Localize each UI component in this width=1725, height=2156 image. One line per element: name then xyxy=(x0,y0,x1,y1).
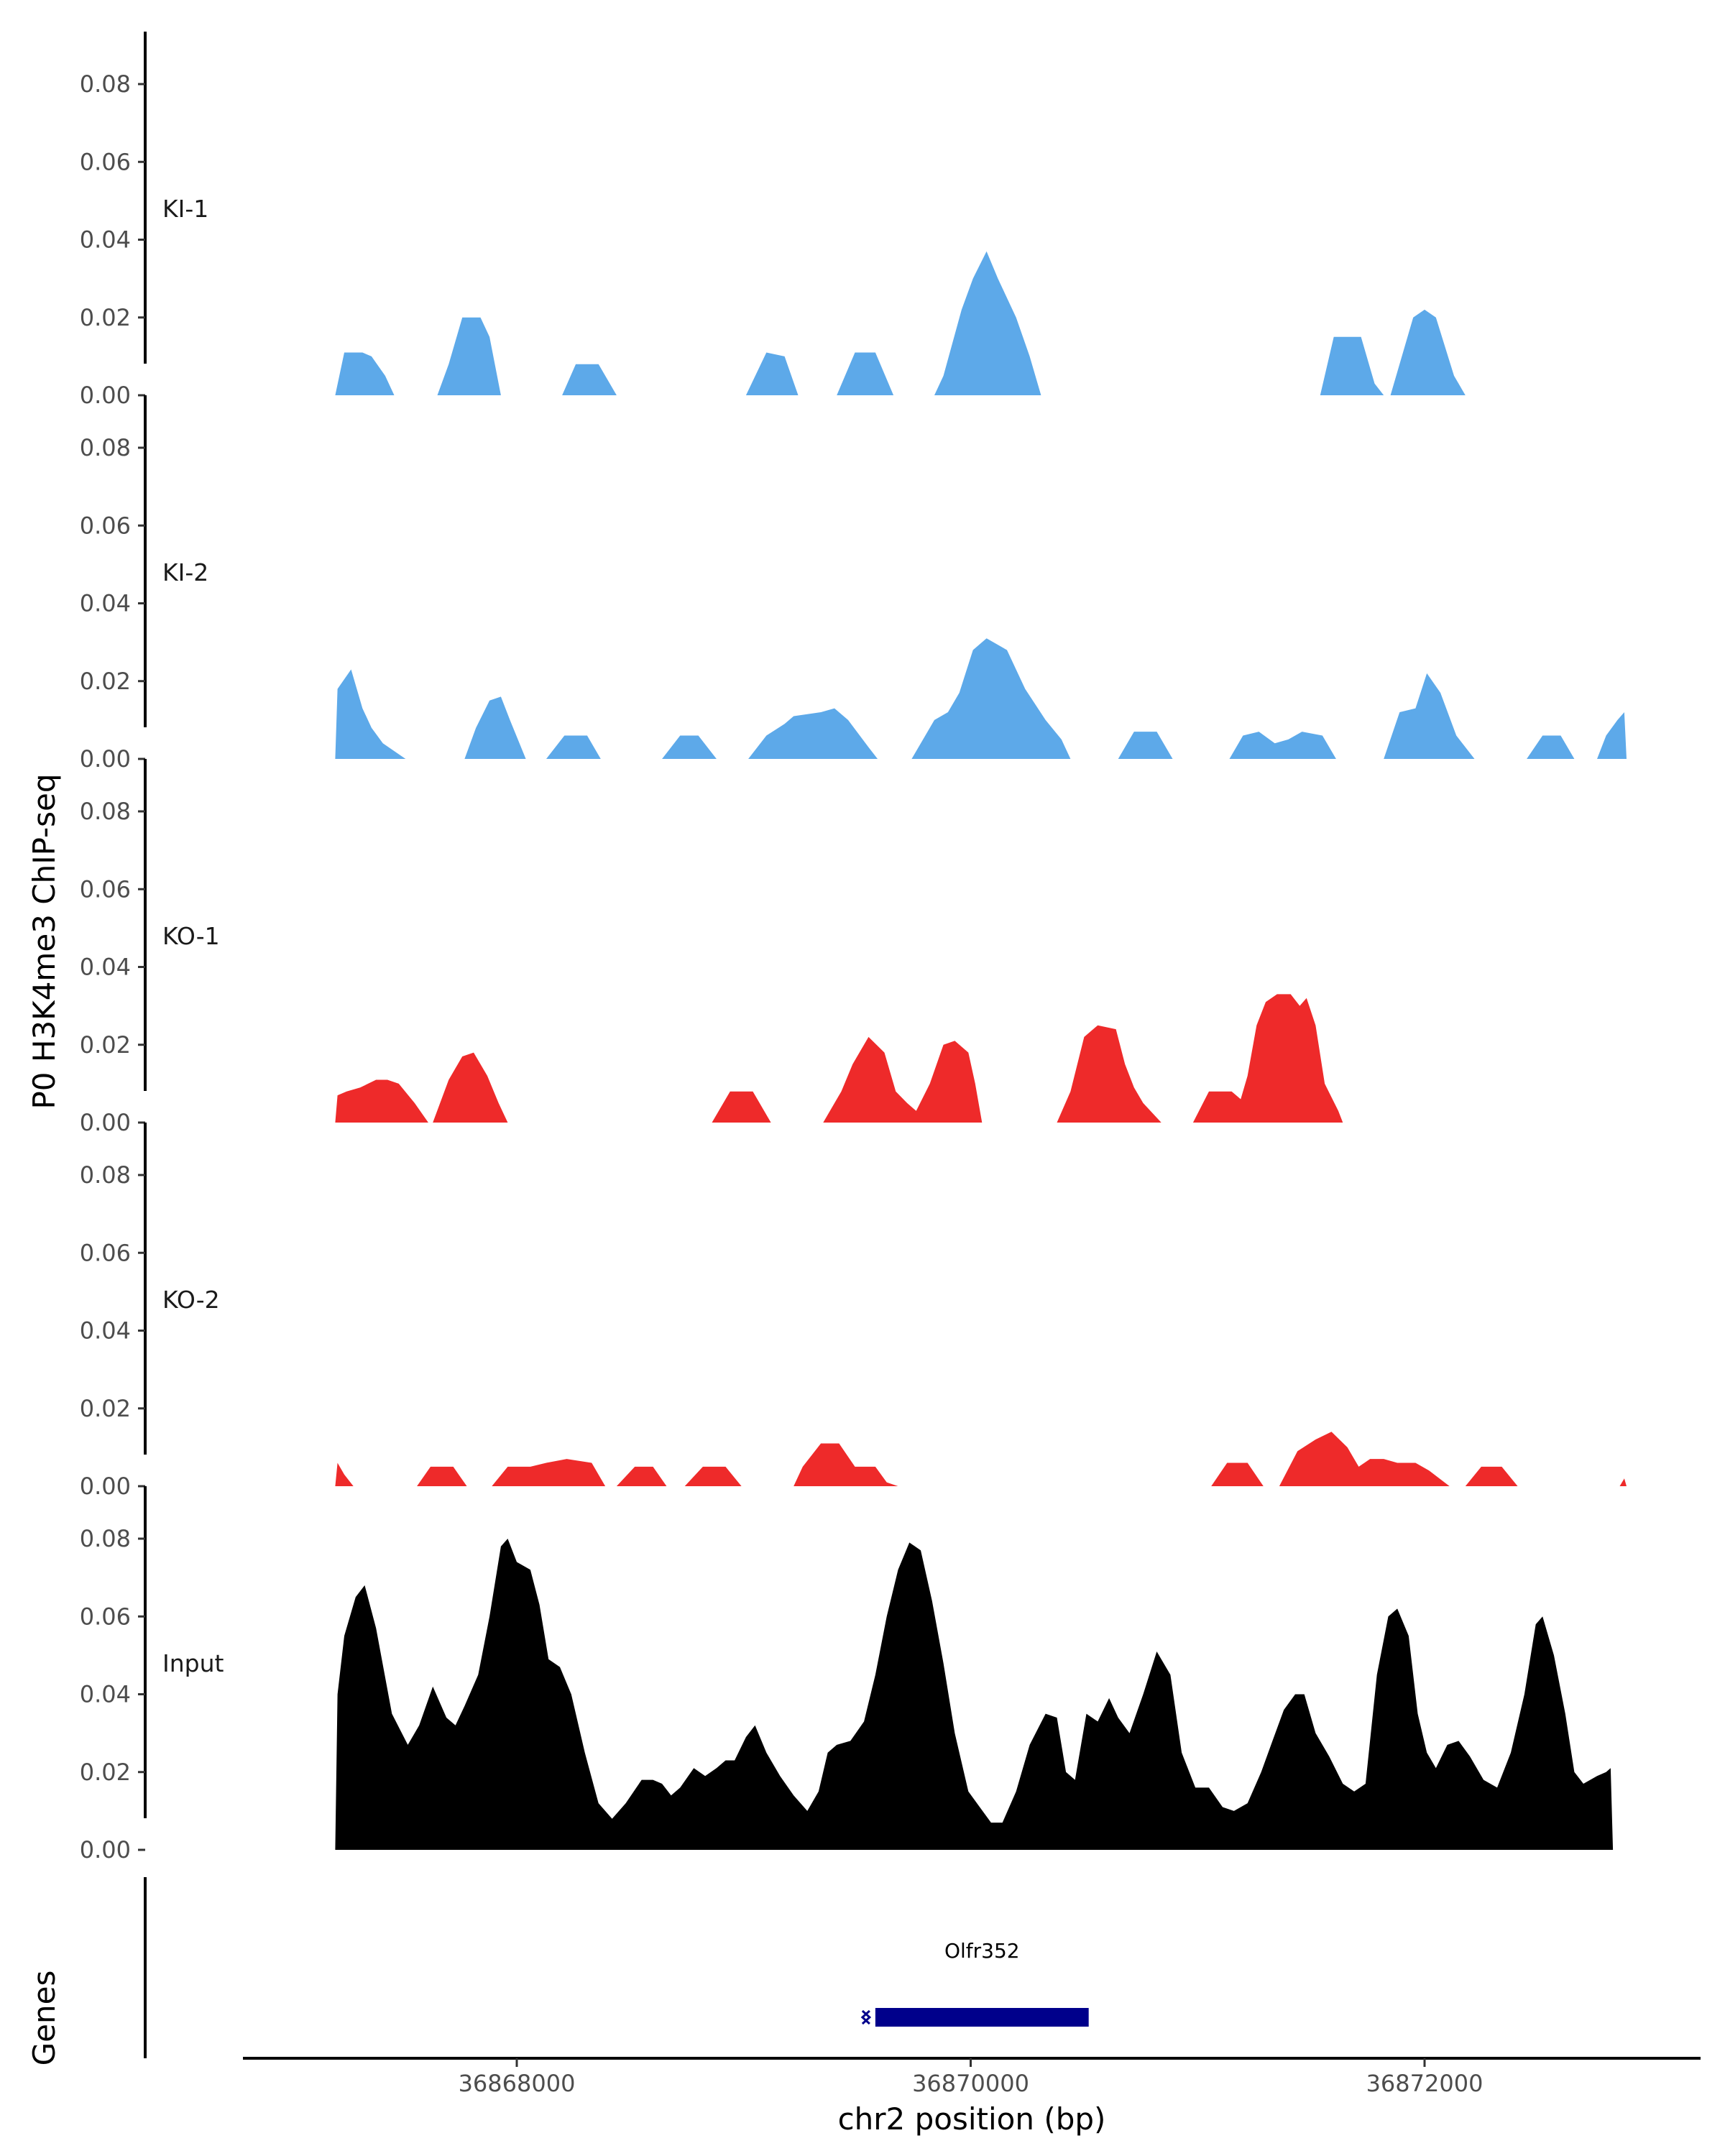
gene-label: Olfr352 xyxy=(944,1939,1020,1963)
gene-track: Olfr352 xyxy=(144,1877,1089,2058)
y-tick-label: 0.00 xyxy=(80,382,131,409)
track-label: KI-1 xyxy=(162,195,208,223)
y-tick-label: 0.08 xyxy=(80,1161,131,1189)
y-tick-label: 0.00 xyxy=(80,745,131,773)
y-tick-label: 0.00 xyxy=(80,1836,131,1864)
gene-body xyxy=(875,2008,1089,2027)
y-tick-label: 0.02 xyxy=(80,1759,131,1786)
track-label: KO-1 xyxy=(162,922,220,950)
track-ki-1: 0.00 0.02 0.04 0.06 0.08 KI-1 xyxy=(80,32,1466,409)
gene-olfr352: Olfr352 xyxy=(860,1939,1089,2027)
track-label: KO-2 xyxy=(162,1286,220,1314)
track-ko-2: 0.00 0.02 0.04 0.06 0.08 KO-2 xyxy=(80,1123,1627,1500)
y-tick-label: 0.02 xyxy=(80,1031,131,1059)
track-label: Input xyxy=(162,1649,224,1677)
y-tick-label: 0.06 xyxy=(80,1603,131,1630)
x-tick-label: 36868000 xyxy=(459,2070,576,2097)
y-tick-label: 0.08 xyxy=(80,1525,131,1552)
y-tick-label: 0.00 xyxy=(80,1109,131,1136)
y-tick-label: 0.00 xyxy=(80,1473,131,1500)
signal-area-ki-1 xyxy=(335,251,1466,395)
y-tick-label: 0.06 xyxy=(80,1239,131,1266)
y-tick-label: 0.02 xyxy=(80,668,131,695)
y-tick-label: 0.06 xyxy=(80,875,131,903)
y-axis-title: P0 H3K4me3 ChIP-seq xyxy=(27,773,62,1109)
y-tick-label: 0.08 xyxy=(80,70,131,98)
y-tick-label: 0.04 xyxy=(80,226,131,254)
signal-tracks: 0.00 0.02 0.04 0.06 0.08 KI-1 0.00 0.02 0.04 0.06… xyxy=(80,32,1627,1864)
x-tick-label: 36870000 xyxy=(912,2070,1029,2097)
x-axis-title: chr2 position (bp) xyxy=(838,2101,1106,2137)
y-tick-label: 0.04 xyxy=(80,954,131,981)
y-tick-label: 0.06 xyxy=(80,148,131,175)
signal-area-input xyxy=(335,1539,1614,1850)
signal-area-ki-2 xyxy=(335,638,1627,759)
y-tick-label: 0.02 xyxy=(80,304,131,331)
signal-area-ko-1 xyxy=(335,994,1343,1123)
signal-area-ko-2 xyxy=(335,1432,1627,1486)
y-tick-label: 0.08 xyxy=(80,434,131,461)
x-tick-label: 36872000 xyxy=(1366,2070,1484,2097)
y-tick-label: 0.04 xyxy=(80,590,131,617)
y-tick-label: 0.08 xyxy=(80,798,131,825)
x-axis: 36868000 36870000 36872000 xyxy=(243,2057,1701,2097)
y-tick-label: 0.06 xyxy=(80,512,131,539)
y-tick-label: 0.04 xyxy=(80,1681,131,1708)
y-tick-label: 0.04 xyxy=(80,1317,131,1345)
track-label: KI-2 xyxy=(162,558,208,586)
genes-axis-title: Genes xyxy=(27,1971,62,2066)
track-input: 0.00 0.02 0.04 0.06 0.08 Input xyxy=(80,1486,1614,1864)
strand-arrow-icon xyxy=(860,2009,872,2025)
track-ko-1: 0.00 0.02 0.04 0.06 0.08 KO-1 xyxy=(80,759,1343,1136)
y-tick-label: 0.02 xyxy=(80,1395,131,1422)
track-ki-2: 0.00 0.02 0.04 0.06 0.08 KI-2 xyxy=(80,395,1627,773)
